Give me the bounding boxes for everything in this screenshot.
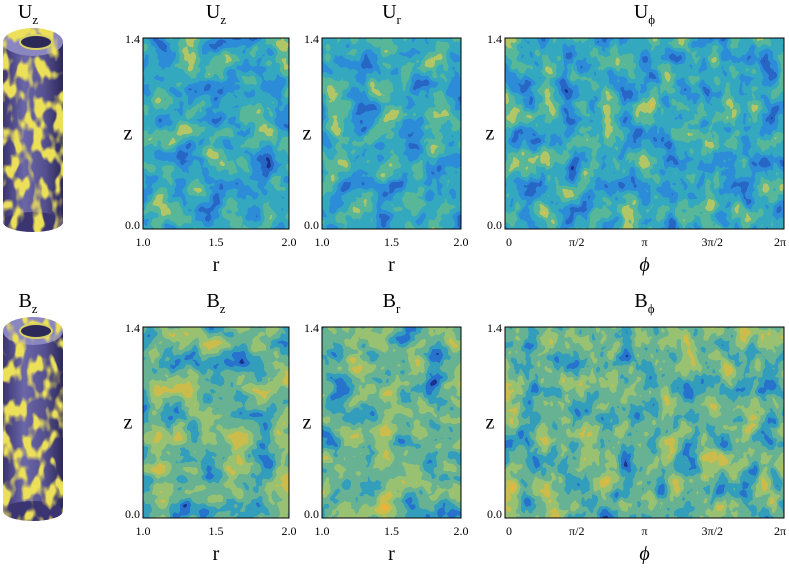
contour-field <box>322 38 461 229</box>
cylinder-body <box>3 42 63 222</box>
y-axis-label: z <box>303 123 312 145</box>
x-tick-label: 1.0 <box>315 235 330 249</box>
x-tick-label: 2.0 <box>454 235 469 249</box>
label-sub: ϕ <box>648 12 655 27</box>
contour-field <box>143 38 289 229</box>
label-main: U <box>206 1 221 23</box>
x-tick-label: 1.5 <box>384 235 399 249</box>
y-axis-label: z <box>124 412 133 434</box>
x-tick-label: 2.0 <box>282 524 297 538</box>
x-tick-label: π/2 <box>569 524 584 538</box>
label-main: B <box>634 290 647 312</box>
label-sub: z <box>220 12 226 27</box>
x-axis-label: r <box>213 254 220 276</box>
y-axis-label: z <box>303 412 312 434</box>
cylinder-bottom <box>3 212 63 232</box>
y-axis-label: z <box>486 123 495 145</box>
panel-frame <box>142 326 290 519</box>
y-tick-label: 1.4 <box>125 321 140 335</box>
cylinder-inner <box>19 34 53 50</box>
x-axis-label: ϕ <box>639 543 649 564</box>
y-tick-label: 0.0 <box>304 218 319 232</box>
cylinder-label: Uz <box>18 1 38 27</box>
x-tick-label: π <box>641 235 647 249</box>
y-tick-label: 1.4 <box>304 321 319 335</box>
label-main: U <box>634 1 649 23</box>
x-axis-label: ϕ <box>639 254 649 276</box>
label-sub: ϕ <box>648 301 655 316</box>
cylinder-inner <box>19 323 53 339</box>
y-tick-label: 1.4 <box>487 32 502 46</box>
contour-field <box>322 327 461 518</box>
contour-field <box>143 327 289 518</box>
label-main: U <box>382 1 397 23</box>
x-tick-label: 3π/2 <box>702 235 723 249</box>
x-tick-label: 2π <box>774 235 786 249</box>
x-tick-label: 0 <box>506 235 512 249</box>
cylinder-render <box>3 317 63 521</box>
cylinder-body <box>3 331 63 511</box>
panel-frame <box>321 326 462 519</box>
x-tick-label: 1.0 <box>136 235 151 249</box>
panel-frame <box>504 37 785 230</box>
label-main: B <box>18 290 31 312</box>
label-sub: z <box>32 12 38 27</box>
panel-title: Bz <box>206 290 225 316</box>
panel-title: Uz <box>206 1 226 27</box>
y-axis-label: z <box>124 123 133 145</box>
panel-frame <box>321 37 462 230</box>
label-sub: z <box>32 301 38 316</box>
y-tick-label: 1.4 <box>125 32 140 46</box>
contour-field <box>505 38 784 229</box>
panel-frame <box>142 37 290 230</box>
x-tick-label: π/2 <box>569 235 584 249</box>
label-main: U <box>18 1 33 23</box>
y-tick-label: 0.0 <box>487 507 502 521</box>
x-tick-label: 1.5 <box>384 524 399 538</box>
label-main: B <box>383 290 396 312</box>
x-tick-label: π <box>641 524 647 538</box>
y-tick-label: 0.0 <box>125 218 140 232</box>
x-tick-label: 1.5 <box>209 524 224 538</box>
x-tick-label: 0 <box>506 524 512 538</box>
label-sub: r <box>397 12 402 27</box>
x-axis-label: r <box>388 254 395 276</box>
panel-title: Bϕ <box>634 290 654 316</box>
y-tick-label: 0.0 <box>487 218 502 232</box>
y-axis-label: z <box>486 412 495 434</box>
panel-title: Br <box>383 290 401 316</box>
cylinder-bottom <box>3 501 63 521</box>
contour-field <box>505 327 784 518</box>
x-tick-label: 1.0 <box>315 524 330 538</box>
label-main: B <box>206 290 219 312</box>
panel-title: Uϕ <box>634 1 655 27</box>
y-tick-label: 0.0 <box>125 507 140 521</box>
x-tick-label: 2.0 <box>282 235 297 249</box>
cylinder-label: Bz <box>18 290 37 316</box>
x-tick-label: 3π/2 <box>702 524 723 538</box>
y-tick-label: 1.4 <box>304 32 319 46</box>
x-tick-label: 1.0 <box>136 524 151 538</box>
x-axis-label: r <box>388 543 395 564</box>
x-tick-label: 2.0 <box>454 524 469 538</box>
panel-title: Ur <box>382 1 401 27</box>
y-tick-label: 0.0 <box>304 507 319 521</box>
x-axis-label: r <box>213 543 220 564</box>
x-tick-label: 2π <box>774 524 786 538</box>
label-sub: r <box>396 301 401 316</box>
panel-frame <box>504 326 785 519</box>
cylinder-render <box>3 28 63 232</box>
x-tick-label: 1.5 <box>209 235 224 249</box>
y-tick-label: 1.4 <box>487 321 502 335</box>
label-sub: z <box>220 301 226 316</box>
